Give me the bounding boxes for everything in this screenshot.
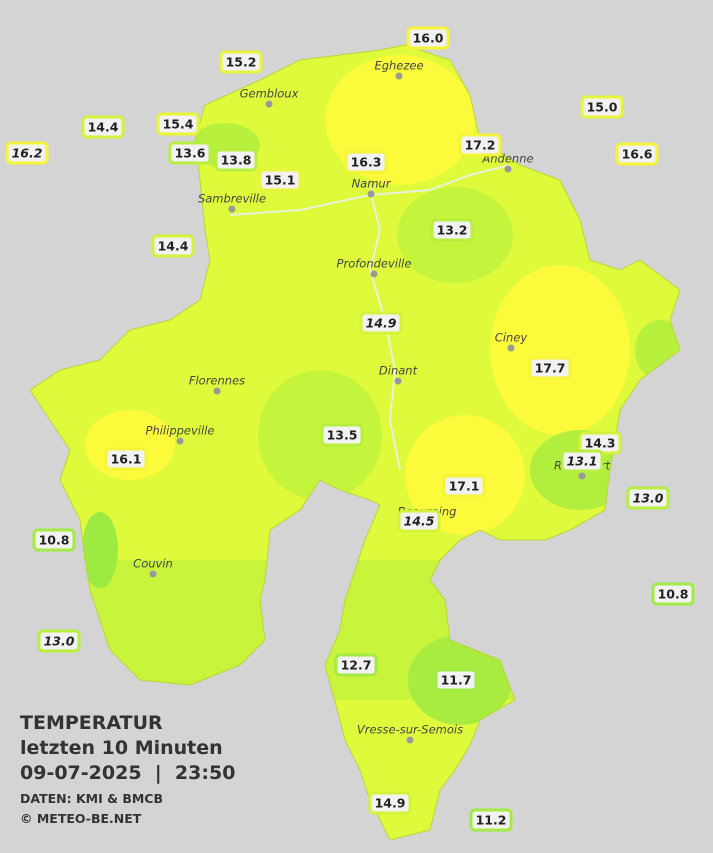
station-value: 14.5 xyxy=(404,514,435,529)
city-dot xyxy=(265,100,273,108)
city-name: Dinant xyxy=(379,364,418,378)
city-name: Gembloux xyxy=(240,87,299,101)
station-box xyxy=(219,50,263,74)
labels: EghezeeGemblouxAndenneNamurSambrevillePr… xyxy=(5,26,695,832)
station-value: 13.1 xyxy=(567,454,598,469)
city-name: Philippeville xyxy=(146,424,215,438)
station-box xyxy=(580,95,624,119)
station-box xyxy=(156,112,200,136)
station-value: 13.0 xyxy=(44,634,75,649)
city-dot xyxy=(504,165,512,173)
station-box xyxy=(434,668,478,692)
station-value: 16.0 xyxy=(413,31,444,46)
station-value: 16.1 xyxy=(111,452,142,467)
station-box xyxy=(458,133,502,157)
station-value: 17.1 xyxy=(449,479,480,494)
station-box xyxy=(214,148,258,172)
station-box xyxy=(528,356,572,380)
city-name: Profondeville xyxy=(337,257,412,271)
station-value: 14.3 xyxy=(585,436,616,451)
station-value: 15.0 xyxy=(587,100,618,115)
city-dot xyxy=(395,72,403,80)
station-value: 11.7 xyxy=(441,673,472,688)
station-box xyxy=(5,141,49,165)
station-box xyxy=(334,653,378,677)
city-dot xyxy=(367,190,375,198)
station-value: 14.9 xyxy=(375,796,406,811)
city-dot xyxy=(406,736,414,744)
station-value: 13.6 xyxy=(175,146,206,161)
city-dot xyxy=(213,387,221,395)
station-box xyxy=(615,142,659,166)
station-box xyxy=(258,168,302,192)
station-box xyxy=(168,141,212,165)
city-dot xyxy=(149,570,157,578)
station-value: 10.8 xyxy=(39,533,70,548)
station-value: 14.9 xyxy=(366,316,397,331)
station-value: 16.3 xyxy=(351,155,382,170)
station-box xyxy=(430,218,474,242)
station-box xyxy=(344,150,388,174)
city-name: Florennes xyxy=(189,374,245,388)
station-box xyxy=(104,447,148,471)
city-name: Ciney xyxy=(495,331,528,345)
city-dot xyxy=(394,377,402,385)
city-name: Sambreville xyxy=(198,192,266,206)
city-name: Namur xyxy=(352,177,392,191)
station-value: 13.8 xyxy=(221,153,252,168)
station-value: 15.1 xyxy=(265,173,296,188)
city-name: Eghezee xyxy=(374,59,423,73)
station-box xyxy=(560,449,604,473)
city-dot xyxy=(507,344,515,352)
city-dot xyxy=(228,205,236,213)
city-dot xyxy=(176,437,184,445)
station-value: 17.2 xyxy=(465,138,496,153)
station-box xyxy=(368,791,412,815)
credit: DATEN: KMI & BMCB xyxy=(20,791,164,806)
station-value: 11.2 xyxy=(476,813,507,828)
station-box xyxy=(397,509,441,533)
station-value: 13.0 xyxy=(633,491,664,506)
station-box xyxy=(626,486,670,510)
title: 09-07-2025 | 23:50 xyxy=(20,762,236,784)
city-dot xyxy=(578,472,586,480)
station-box xyxy=(32,528,76,552)
station-value: 14.4 xyxy=(88,120,119,135)
station-box xyxy=(651,582,695,606)
station-box xyxy=(469,808,513,832)
station-value: 15.2 xyxy=(226,55,257,70)
city-name: Couvin xyxy=(133,557,173,571)
station-box xyxy=(151,234,195,258)
station-value: 15.4 xyxy=(163,117,194,132)
station-box xyxy=(320,423,364,447)
credit: © METEO-BE.NET xyxy=(20,811,142,826)
station-box xyxy=(359,311,403,335)
station-value: 13.2 xyxy=(437,223,468,238)
city-dot xyxy=(370,270,378,278)
station-value: 14.4 xyxy=(158,239,189,254)
station-box xyxy=(81,115,125,139)
city-name: Vresse-sur-Semois xyxy=(357,723,463,737)
station-box xyxy=(442,474,486,498)
station-value: 13.5 xyxy=(327,428,358,443)
station-box xyxy=(37,629,81,653)
station-value: 17.7 xyxy=(535,361,566,376)
station-value: 16.2 xyxy=(12,146,43,161)
station-box xyxy=(406,26,450,50)
station-value: 12.7 xyxy=(341,658,372,673)
title: TEMPERATUR xyxy=(20,712,163,734)
title: letzten 10 Minuten xyxy=(20,737,223,759)
station-value: 10.8 xyxy=(658,587,689,602)
station-value: 16.6 xyxy=(622,147,653,162)
